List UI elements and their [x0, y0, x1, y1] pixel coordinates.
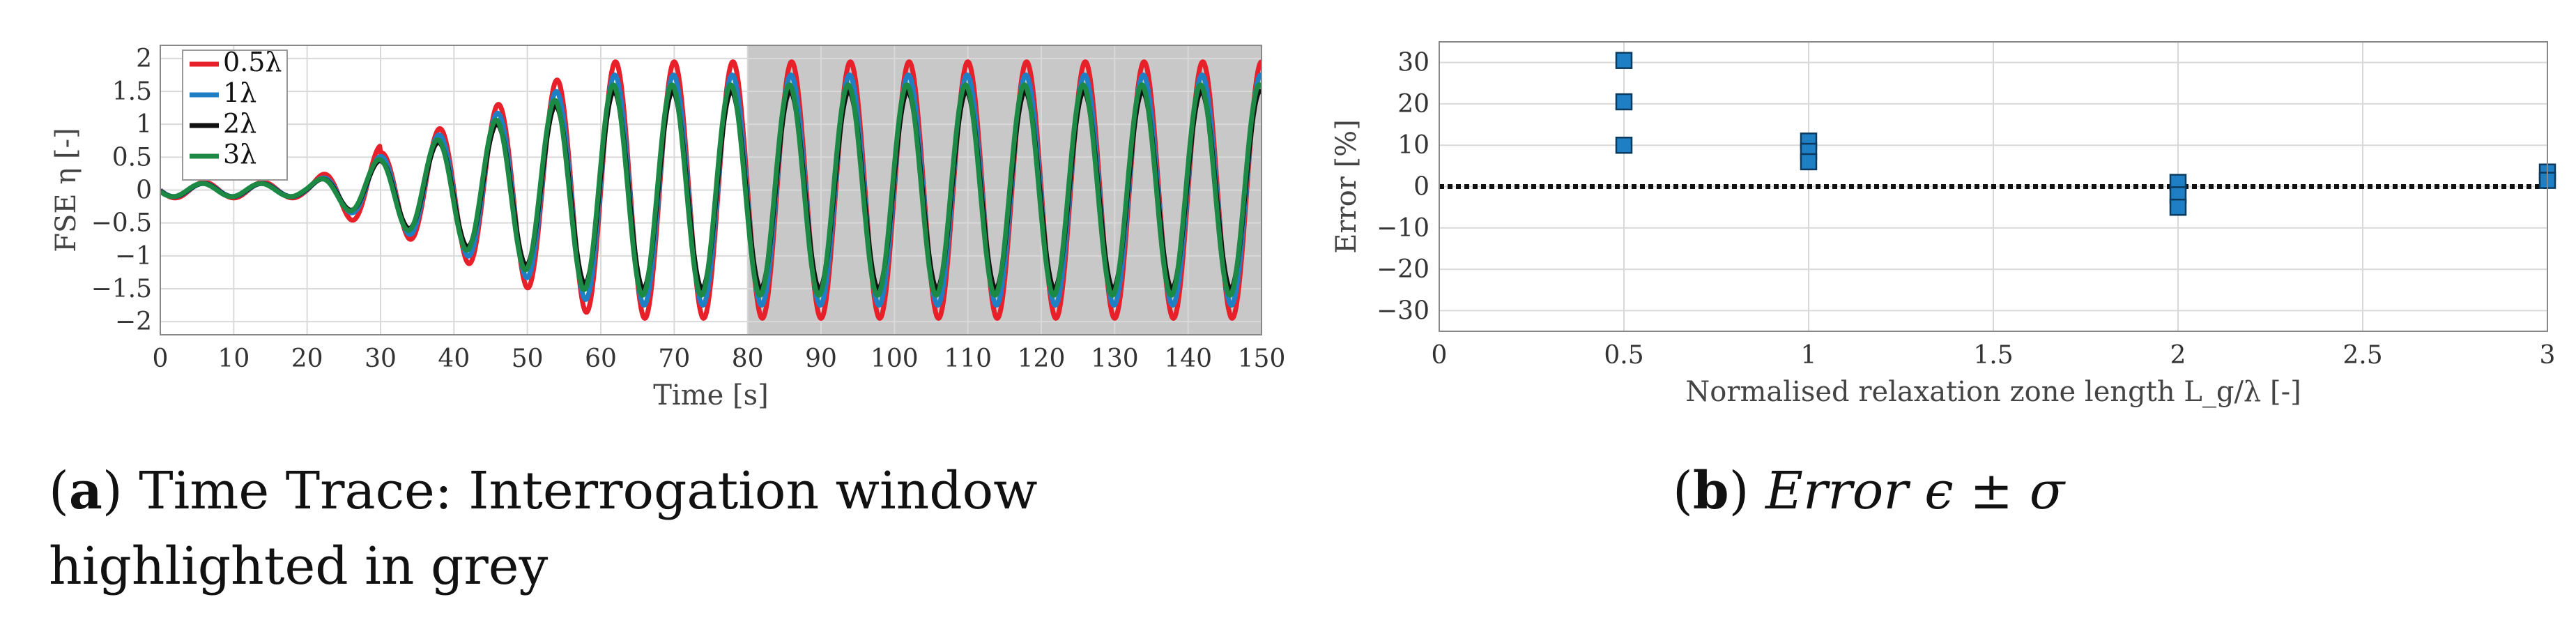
- x-tick-label: 0.5: [1604, 341, 1643, 370]
- y-tick-label: −20: [1377, 255, 1429, 284]
- legend-label: 3λ: [223, 139, 256, 169]
- data-point: [1800, 153, 1818, 171]
- x-tick-label: 3: [2540, 341, 2556, 370]
- x-tick-label: 150: [1238, 345, 1286, 373]
- y-tick-label: −0.5: [91, 209, 152, 238]
- legend-label: 1λ: [223, 77, 256, 108]
- x-tick-label: 140: [1164, 345, 1212, 373]
- x-tick-label: 80: [732, 345, 764, 373]
- x-axis-label: Normalised relaxation zone length L_g/λ …: [1685, 376, 2301, 408]
- y-axis-label: Error [%]: [1331, 119, 1363, 254]
- y-tick-label: −2: [115, 308, 152, 336]
- caption-a-label: a: [68, 461, 102, 521]
- y-tick-label: 20: [1397, 90, 1429, 119]
- y-tick-label: 0.5: [112, 143, 152, 172]
- x-tick-label: 10: [217, 345, 250, 373]
- y-tick-label: 0: [1413, 173, 1429, 202]
- data-point: [1615, 136, 1633, 154]
- y-tick-label: 1: [136, 110, 152, 139]
- series-group: [160, 59, 1262, 321]
- legend-label: 0.5λ: [223, 47, 282, 77]
- x-tick-label: 120: [1018, 345, 1066, 373]
- time-trace-chart: 0 10 20 30 40 50 60 70 80 90 100 110 120 130 140 15021.…: [50, 45, 1285, 411]
- y-tick-label: −30: [1377, 296, 1429, 325]
- series-line: [160, 82, 1262, 298]
- x-tick-label: 30: [365, 345, 397, 373]
- x-tick-label: 130: [1091, 345, 1139, 373]
- x-axis-label: Time [s]: [653, 379, 769, 411]
- caption-a: (a) Time Trace: Interrogation window hig…: [49, 461, 1038, 596]
- x-tick-label: 1.5: [1973, 341, 2013, 370]
- caption-b-label: b: [1692, 461, 1729, 521]
- plot-frame: [160, 45, 1262, 335]
- y-tick-label: 10: [1397, 131, 1429, 160]
- x-tick-label: 110: [944, 345, 992, 373]
- data-point: [1615, 52, 1633, 69]
- x-tick-label: 2: [2170, 341, 2186, 370]
- caption-b: (b) Error ϵ ± σ: [1673, 461, 2065, 521]
- y-axis-label: FSE η [-]: [50, 128, 82, 252]
- x-tick-label: 60: [585, 345, 617, 373]
- y-tick-label: 1.5: [112, 77, 152, 106]
- x-tick-label: 90: [805, 345, 837, 373]
- caption-b-text: Error ϵ ± σ: [1765, 461, 2065, 521]
- y-tick-label: 30: [1397, 49, 1429, 77]
- x-tick-label: 0: [153, 345, 169, 373]
- y-tick-label: 2: [136, 45, 152, 73]
- x-tick-label: 50: [512, 345, 544, 373]
- x-tick-label: 100: [871, 345, 919, 373]
- y-tick-label: −10: [1377, 214, 1429, 243]
- y-tick-label: −1.5: [91, 275, 152, 303]
- x-tick-label: 70: [658, 345, 690, 373]
- error-chart: 0 0.5 1 1.5 2 2.5 3 30 20 10 0 −10 −20 −30 Normalised …: [1331, 41, 2556, 408]
- x-tick-label: 2.5: [2343, 341, 2382, 370]
- x-tick-label: 1: [1801, 341, 1817, 370]
- plot-frame: [1439, 41, 2548, 332]
- data-point: [1615, 93, 1633, 111]
- x-tick-label: 0: [1432, 341, 1448, 370]
- y-tick-label: −1: [115, 242, 152, 271]
- x-tick-label: 40: [438, 345, 470, 373]
- y-tick-label: 0: [136, 176, 152, 205]
- x-tick-label: 20: [291, 345, 323, 373]
- legend-label: 2λ: [223, 108, 256, 139]
- caption-a-text: Time Trace: Interrogation window highlig…: [49, 461, 1038, 596]
- data-point: [2169, 198, 2187, 216]
